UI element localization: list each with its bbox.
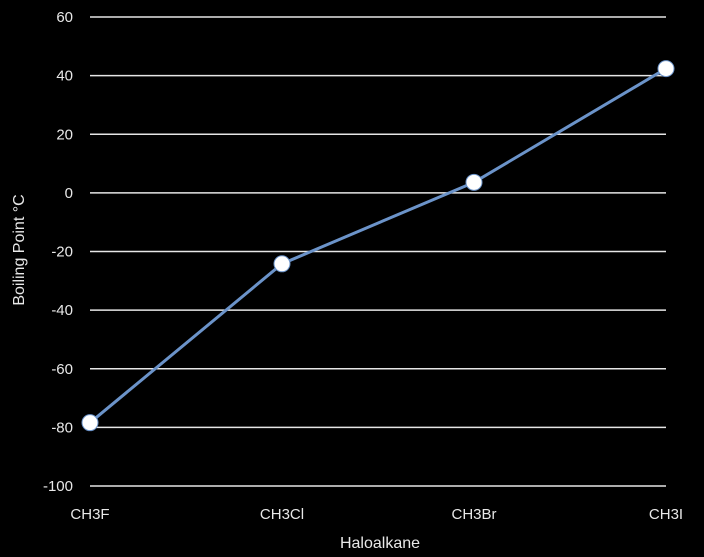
x-tick-label: CH3Br — [451, 506, 496, 523]
series-line — [89, 67, 667, 424]
x-tick-label: CH3F — [70, 506, 109, 523]
y-tick-label: -80 — [51, 419, 73, 436]
y-tick-label: -20 — [51, 244, 73, 261]
data-point — [81, 414, 99, 432]
series-layer — [81, 60, 675, 432]
data-point — [273, 255, 291, 273]
y-tick-label: 40 — [56, 68, 73, 85]
y-tick-label: 60 — [56, 9, 73, 26]
x-tick-label: CH3I — [649, 506, 683, 523]
y-axis-ticks: 60 40 20 0 -20 -40 -60 -80 -100 — [43, 9, 73, 495]
y-axis-label: Boiling Point °C — [11, 194, 28, 305]
y-tick-label: 0 — [65, 185, 73, 202]
data-point — [657, 60, 675, 78]
x-axis-label: Haloalkane — [340, 535, 420, 552]
x-tick-label: CH3Cl — [260, 506, 304, 523]
y-tick-label: -40 — [51, 302, 73, 319]
y-tick-label: -60 — [51, 361, 73, 378]
data-point — [465, 173, 483, 191]
x-axis-ticks: CH3F CH3Cl CH3Br CH3I — [70, 506, 683, 523]
grid-layer — [90, 16, 666, 487]
y-tick-label: -100 — [43, 478, 73, 495]
y-tick-label: 20 — [56, 126, 73, 143]
